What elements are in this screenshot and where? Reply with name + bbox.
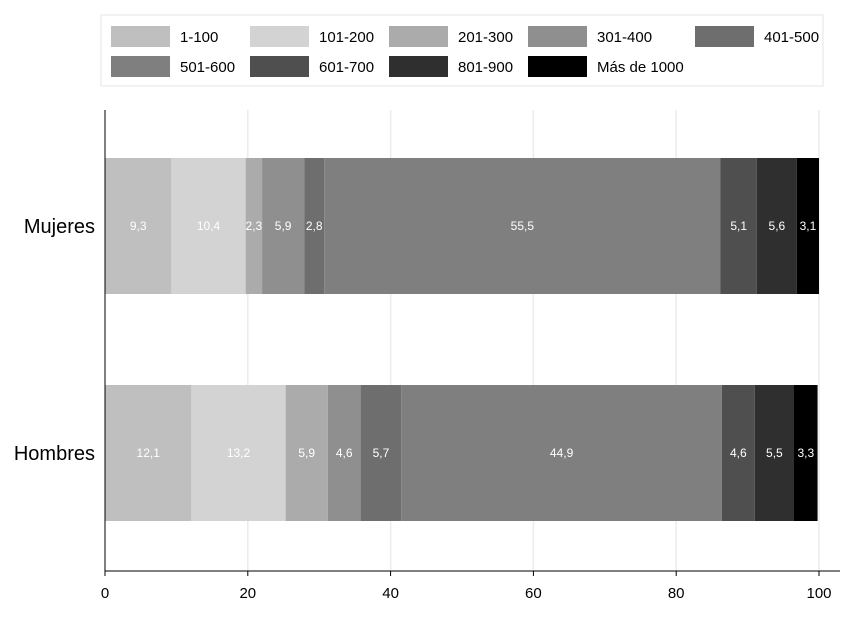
bar-value-label: 5,6 xyxy=(769,219,786,233)
bar-segment xyxy=(262,158,305,294)
bar-segment xyxy=(794,385,818,521)
bar-segment xyxy=(401,385,722,521)
legend-label: 301-400 xyxy=(597,29,652,46)
bar-segment xyxy=(304,158,325,294)
legend-label: Más de 1000 xyxy=(597,59,684,76)
bar-segment xyxy=(191,385,286,521)
legend-swatch xyxy=(111,26,170,47)
bar-value-label: 2,8 xyxy=(306,219,323,233)
legend-swatch xyxy=(250,56,309,77)
bar-value-label: 44,9 xyxy=(550,446,574,460)
bar-value-label: 4,6 xyxy=(730,446,747,460)
x-tick-label: 100 xyxy=(806,585,831,602)
legend: 1-100 101-200 201-300 301-400 401-500 501-600… xyxy=(100,14,824,87)
bar-segment xyxy=(105,158,172,294)
bar-value-label: 3,3 xyxy=(797,446,814,460)
x-tick-label: 20 xyxy=(239,585,256,602)
bar-segment xyxy=(245,158,263,294)
x-tick-label: 40 xyxy=(382,585,399,602)
bar-segment xyxy=(754,385,795,521)
legend-label: 601-700 xyxy=(319,59,374,76)
bars: 9,3 10,4 2,3 5,9 2,8 55,5 5,1 5,6 3,1 Mujeres 12,1… xyxy=(14,158,819,521)
bar-value-label: 5,7 xyxy=(373,446,390,460)
axes: 0 20 40 60 80 100 xyxy=(101,110,840,602)
bar-value-label: 4,6 xyxy=(336,446,353,460)
bar-segment xyxy=(720,158,757,294)
legend-label: 501-600 xyxy=(180,59,235,76)
bar-value-label: 5,5 xyxy=(766,446,783,460)
bar-segment xyxy=(171,158,246,294)
bar-value-label: 2,3 xyxy=(246,219,263,233)
legend-swatch xyxy=(111,56,170,77)
bar-value-label: 10,4 xyxy=(197,219,221,233)
legend-swatch xyxy=(389,26,448,47)
bar-segment xyxy=(105,385,192,521)
legend-label: 101-200 xyxy=(319,29,374,46)
bar-value-label: 12,1 xyxy=(137,446,161,460)
legend-label: 1-100 xyxy=(180,29,218,46)
legend-swatch xyxy=(695,26,754,47)
legend-label: 801-900 xyxy=(458,59,513,76)
category-label: Hombres xyxy=(14,443,95,465)
bar-value-label: 55,5 xyxy=(511,219,535,233)
x-tick-label: 60 xyxy=(525,585,542,602)
legend-label: 201-300 xyxy=(458,29,513,46)
category-label: Mujeres xyxy=(24,216,95,238)
bar-segment xyxy=(756,158,797,294)
bar-value-label: 5,9 xyxy=(275,219,292,233)
bar-segment xyxy=(285,385,328,521)
legend-swatch xyxy=(389,56,448,77)
bar-value-label: 9,3 xyxy=(130,219,147,233)
bar-segment xyxy=(327,385,361,521)
bar-segment xyxy=(721,385,755,521)
legend-swatch xyxy=(528,26,587,47)
bar-value-label: 5,9 xyxy=(298,446,315,460)
bar-segment xyxy=(360,385,402,521)
legend-swatch xyxy=(250,26,309,47)
legend-label: 401-500 xyxy=(764,29,819,46)
bar-value-label: 5,1 xyxy=(730,219,747,233)
bar-segment xyxy=(324,158,721,294)
x-tick-label: 80 xyxy=(668,585,685,602)
bar-segment xyxy=(796,158,819,294)
x-tick-label: 0 xyxy=(101,585,109,602)
bar-value-label: 13,2 xyxy=(227,446,251,460)
legend-swatch xyxy=(528,56,587,77)
bar-value-label: 3,1 xyxy=(800,219,817,233)
